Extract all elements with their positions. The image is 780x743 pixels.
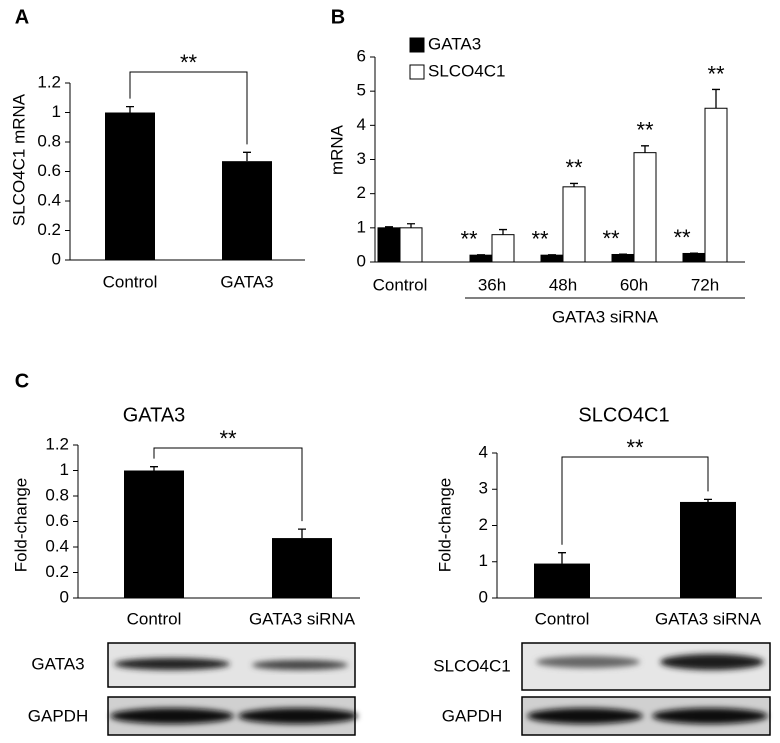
panel-label: C [15,370,29,392]
x-tick-label: GATA3 siRNA [249,609,356,628]
significance-label: ** [219,426,237,451]
bar [540,254,564,263]
error-bar [712,88,720,109]
error-bar [150,466,158,471]
blot-left [107,642,358,736]
bar [680,501,736,598]
x-tick-label: 60h [620,275,648,294]
significance-label: ** [180,50,198,75]
significance-label: ** [460,227,478,252]
significance-bracket [129,71,248,145]
group-label: GATA3 siRNA [552,307,659,326]
panel-label: A [15,6,29,28]
bar [377,227,401,263]
bar [704,107,728,263]
y-tick-label: 0 [60,587,69,606]
error-bar [704,498,712,502]
error-bar [499,228,507,235]
bar [562,186,586,263]
blot-label: GAPDH [442,706,502,725]
significance-label: ** [636,118,654,143]
y-tick-label: 0.6 [45,511,69,530]
y-tick-label: 0.4 [45,536,69,555]
y-tick-label: 2 [357,183,366,202]
x-tick-label: 72h [691,275,719,294]
significance-label: ** [673,225,691,250]
blot-label: GATA3 [31,654,84,673]
y-tick-label: 4 [357,115,366,134]
x-tick-label: Control [373,275,428,294]
blot-label: SLCO4C1 [433,656,510,675]
y-tick-label: 0.2 [45,562,69,581]
significance-bracket [153,447,303,522]
y-tick-label: 0.2 [37,220,61,239]
y-tick-label: 1 [357,217,366,236]
y-tick-label: 6 [357,46,366,65]
y-tick-label: 1.2 [45,434,69,453]
x-tick-label: GATA3 siRNA [655,609,762,628]
y-tick-label: 0 [357,251,366,270]
error-bar [126,105,134,113]
legend-swatch [409,64,425,80]
bar [534,563,590,598]
y-tick-label: 0.8 [45,485,69,504]
x-tick-label: Control [127,609,182,628]
blot-right [521,642,771,736]
y-tick-label: 0 [52,249,61,268]
bar [469,254,493,263]
y-tick-label: 1.2 [37,72,61,91]
y-axis-label: Fold-change [11,478,30,573]
error-bar [558,552,566,564]
y-tick-label: 5 [357,81,366,100]
y-tick-label: 1 [60,460,69,479]
x-tick-label: Control [535,609,590,628]
y-tick-label: 1 [52,102,61,121]
y-tick-label: 2 [479,515,488,534]
error-bar [298,528,306,539]
bar [105,112,155,260]
y-tick-label: 1 [479,551,488,570]
x-tick-label: Control [103,272,158,291]
x-tick-label: 36h [478,275,506,294]
error-bar [641,145,649,153]
x-tick-label: 48h [549,275,577,294]
significance-label: ** [626,435,644,460]
blot-label: GAPDH [28,706,88,725]
significance-bracket [561,456,709,545]
significance-label: ** [565,155,583,180]
y-axis-label: Fold-change [435,478,454,573]
y-tick-label: 0.8 [37,131,61,150]
bar [399,227,423,263]
legend-label: SLCO4C1 [428,61,505,80]
error-bar [407,223,415,228]
bar [222,161,272,260]
significance-label: ** [602,226,620,251]
bar [611,253,635,263]
chart-title: SLCO4C1 [578,404,669,426]
significance-label: ** [707,61,725,86]
y-tick-label: 3 [479,479,488,498]
y-tick-label: 0 [479,587,488,606]
bar [272,538,332,598]
x-tick-label: GATA3 [220,272,273,291]
bar [633,152,657,263]
y-tick-label: 3 [357,149,366,168]
legend-swatch [409,37,425,53]
bar [491,234,515,263]
y-tick-label: 0.4 [37,190,61,209]
panel-label: B [331,6,345,28]
legend-label: GATA3 [428,34,481,53]
chart-title: GATA3 [123,404,186,426]
y-axis-label: mRNA [327,124,346,175]
bar [682,252,706,263]
y-tick-label: 4 [479,442,488,461]
error-bar [385,226,393,228]
bar [124,470,184,598]
y-axis-label: SLCO4C1 mRNA [9,93,28,226]
error-bar [570,182,578,187]
significance-label: ** [531,227,549,252]
y-tick-label: 0.6 [37,161,61,180]
error-bar [243,151,251,162]
